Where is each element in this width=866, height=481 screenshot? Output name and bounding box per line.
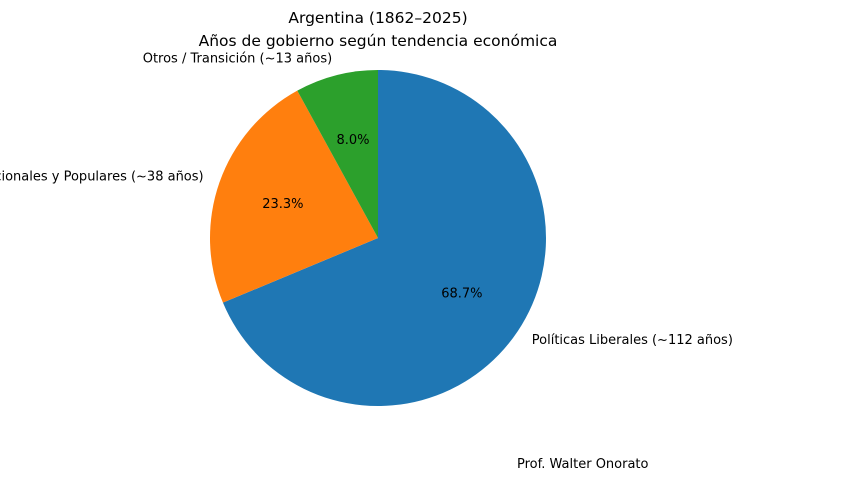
pie-slice [222, 70, 546, 407]
author-credit: Prof. Walter Onorato [517, 457, 649, 472]
pie-slice [297, 70, 378, 238]
pie-labels: Políticas Liberales (~112 años) 68.7% Polí… [0, 51, 733, 348]
slice-percent-label: 23.3% [262, 197, 303, 212]
chart-subtitle: Años de gobierno según tendencia económi… [199, 32, 558, 50]
slice-label: Otros / Transición (~13 años) [143, 51, 332, 66]
pie-slice [209, 90, 378, 303]
slice-percent-label: 68.7% [441, 286, 482, 301]
pie-slices [209, 70, 546, 407]
slice-percent-label: 8.0% [336, 133, 369, 148]
slice-label: Políticas Nacionales y Populares (~38 añ… [0, 169, 204, 184]
chart-title: Argentina (1862–2025) [288, 9, 467, 27]
slice-label: Políticas Liberales (~112 años) [532, 333, 733, 348]
